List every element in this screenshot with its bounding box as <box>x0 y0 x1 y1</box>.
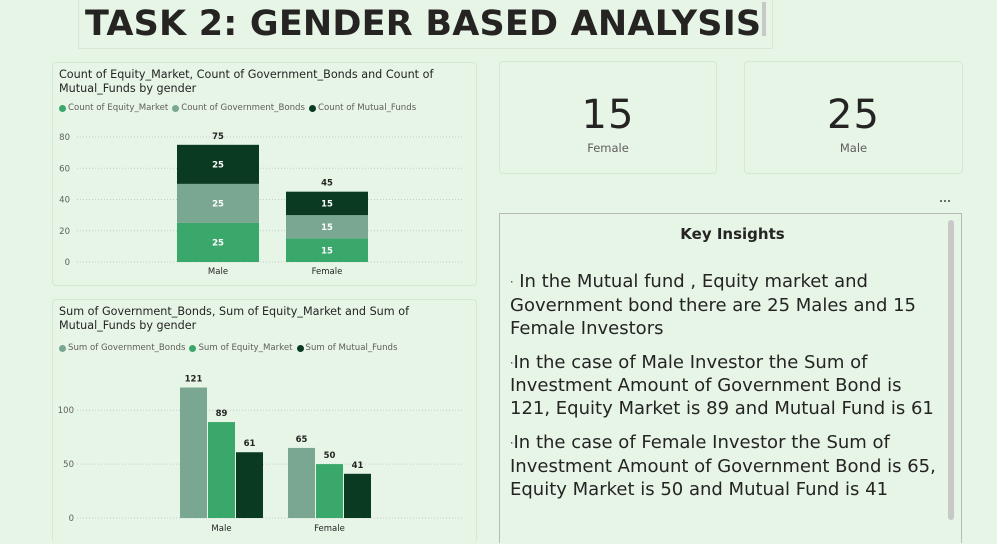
y-tick-label: 40 <box>59 196 70 206</box>
page-title: TASK 2: GENDER BASED ANALYSIS <box>85 4 762 44</box>
data-label: 15 <box>321 246 333 256</box>
legend-item-gov[interactable]: Count of Government_Bonds <box>172 103 305 113</box>
sum-chart-title: Sum of Government_Bonds, Sum of Equity_M… <box>59 305 409 333</box>
data-label: 121 <box>185 375 203 385</box>
legend-label-mutual-sum: Sum of Mutual_Funds <box>305 343 398 353</box>
more-options-icon[interactable] <box>933 190 957 212</box>
legend-item-gov-sum[interactable]: Sum of Government_Bonds <box>59 343 185 353</box>
bar-segment <box>286 238 368 262</box>
data-label: 50 <box>324 451 336 461</box>
bar <box>236 452 263 518</box>
x-tick-label: Male <box>208 267 228 277</box>
sum-chart-legend: Sum of Government_Bonds Sum of Equity_Ma… <box>59 343 401 353</box>
data-label: 15 <box>321 199 333 209</box>
x-tick-label: Female <box>314 524 345 534</box>
bullet-icon: · <box>510 436 514 450</box>
kpi-male-value: 25 <box>827 92 880 138</box>
bullet-icon: · <box>510 275 514 289</box>
insights-title: Key Insights <box>680 225 785 243</box>
data-label: 25 <box>212 238 224 248</box>
insights-scrollbar[interactable] <box>948 220 954 520</box>
insight-paragraph: ·In the case of Male Investor the Sum of… <box>510 351 938 421</box>
bar-segment <box>177 183 259 223</box>
y-tick-label: 60 <box>59 164 70 174</box>
count-chart-plot: 0 20 40 60 80 25 25 25 75 Male 15 15 15 45 Female <box>59 132 463 277</box>
bar <box>316 464 343 518</box>
legend-dot-equity-sum <box>189 344 197 352</box>
bar-segment <box>177 222 259 262</box>
insight-text-1: In the Mutual fund , Equity market and G… <box>510 271 916 339</box>
legend-dot-mutual-sum <box>296 344 304 352</box>
legend-dot-gov <box>172 104 180 112</box>
bar <box>344 473 371 518</box>
legend-label-mutual: Count of Mutual_Funds <box>317 103 417 113</box>
data-label: 89 <box>216 409 228 419</box>
y-tick-label: 0 <box>69 514 74 524</box>
count-chart-title-line2: Mutual_Funds by gender <box>59 82 197 95</box>
data-label: 25 <box>212 160 224 170</box>
insight-paragraph: · In the Mutual fund , Equity market and… <box>510 270 938 340</box>
sum-chart-title-line2: Mutual_Funds by gender <box>59 319 197 332</box>
data-label: 15 <box>321 223 333 233</box>
kpi-card-female[interactable]: 15 Female <box>499 61 717 174</box>
kpi-male-label: Male <box>839 141 868 155</box>
insights-body: · In the Mutual fund , Equity market and… <box>510 270 938 512</box>
data-label: 65 <box>296 435 308 445</box>
count-chart-title-line1: Count of Equity_Market, Count of Governm… <box>59 68 434 81</box>
sum-chart-card[interactable]: Sum of Government_Bonds, Sum of Equity_M… <box>52 299 477 543</box>
insight-paragraph: ·In the case of Female Investor the Sum … <box>510 431 938 501</box>
legend-item-equity[interactable]: Count of Equity_Market <box>59 103 168 113</box>
legend-item-mutual-sum[interactable]: Sum of Mutual_Funds <box>296 343 398 353</box>
title-scrollbar[interactable] <box>762 2 766 36</box>
count-chart-legend: Count of Equity_Market Count of Governme… <box>59 103 420 113</box>
kpi-card-male[interactable]: 25 Male <box>744 61 963 174</box>
y-tick-label: 50 <box>63 460 74 470</box>
count-chart-card[interactable]: Count of Equity_Market, Count of Governm… <box>52 62 477 286</box>
bar <box>180 387 207 518</box>
legend-dot-gov-sum <box>59 344 66 352</box>
data-label: 41 <box>352 461 364 471</box>
legend-label-equity: Count of Equity_Market <box>68 103 169 113</box>
title-banner: TASK 2: GENDER BASED ANALYSIS <box>78 0 773 49</box>
legend-dot-mutual <box>308 104 316 112</box>
key-insights-box[interactable]: Key Insights · In the Mutual fund , Equi… <box>499 213 962 543</box>
kpi-female-label: Female <box>587 141 629 155</box>
legend-item-mutual[interactable]: Count of Mutual_Funds <box>308 103 417 113</box>
count-chart-title: Count of Equity_Market, Count of Governm… <box>59 68 433 96</box>
sum-chart-title-line1: Sum of Government_Bonds, Sum of Equity_M… <box>59 305 410 318</box>
insight-text-3: In the case of Female Investor the Sum o… <box>510 432 936 500</box>
data-label: 61 <box>244 439 256 449</box>
bar <box>208 422 235 518</box>
x-tick-label: Female <box>312 267 343 277</box>
legend-item-equity-sum[interactable]: Sum of Equity_Market <box>189 343 293 353</box>
sum-chart-plot: 0 50 100 121 89 61 Male 65 50 41 Female <box>58 375 463 534</box>
total-label: 75 <box>212 132 224 142</box>
y-tick-label: 20 <box>59 227 70 237</box>
data-label: 25 <box>212 199 224 209</box>
legend-dot-equity <box>59 104 66 112</box>
insight-text-2: In the case of Male Investor the Sum of … <box>510 351 934 420</box>
bullet-icon: · <box>510 356 514 369</box>
total-label: 45 <box>321 179 333 189</box>
legend-label-gov-sum: Sum of Government_Bonds <box>68 343 186 353</box>
legend-label-gov: Count of Government_Bonds <box>181 103 305 113</box>
bar-segment <box>286 191 368 216</box>
bar-segment <box>177 144 259 184</box>
bar-segment <box>286 215 368 239</box>
x-tick-label: Male <box>211 524 231 534</box>
legend-label-equity-sum: Sum of Equity_Market <box>198 343 293 353</box>
y-tick-label: 80 <box>59 133 70 143</box>
kpi-female-value: 15 <box>581 92 635 138</box>
y-tick-label: 100 <box>58 406 74 416</box>
y-tick-label: 0 <box>65 258 70 268</box>
bar <box>288 447 315 518</box>
